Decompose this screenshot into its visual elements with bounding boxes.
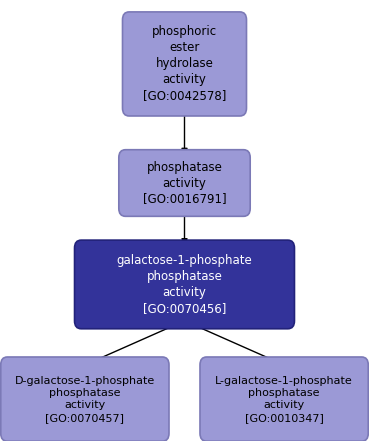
Text: L-galactose-1-phosphate
phosphatase
activity
[GO:0010347]: L-galactose-1-phosphate phosphatase acti… (215, 375, 353, 423)
FancyBboxPatch shape (75, 240, 294, 329)
FancyBboxPatch shape (119, 149, 250, 217)
FancyBboxPatch shape (200, 357, 368, 441)
FancyBboxPatch shape (1, 357, 169, 441)
Text: galactose-1-phosphate
phosphatase
activity
[GO:0070456]: galactose-1-phosphate phosphatase activi… (117, 254, 252, 315)
FancyBboxPatch shape (123, 12, 246, 116)
Text: phosphoric
ester
hydrolase
activity
[GO:0042578]: phosphoric ester hydrolase activity [GO:… (143, 26, 226, 102)
Text: phosphatase
activity
[GO:0016791]: phosphatase activity [GO:0016791] (143, 161, 226, 206)
Text: D-galactose-1-phosphate
phosphatase
activity
[GO:0070457]: D-galactose-1-phosphate phosphatase acti… (15, 375, 155, 423)
